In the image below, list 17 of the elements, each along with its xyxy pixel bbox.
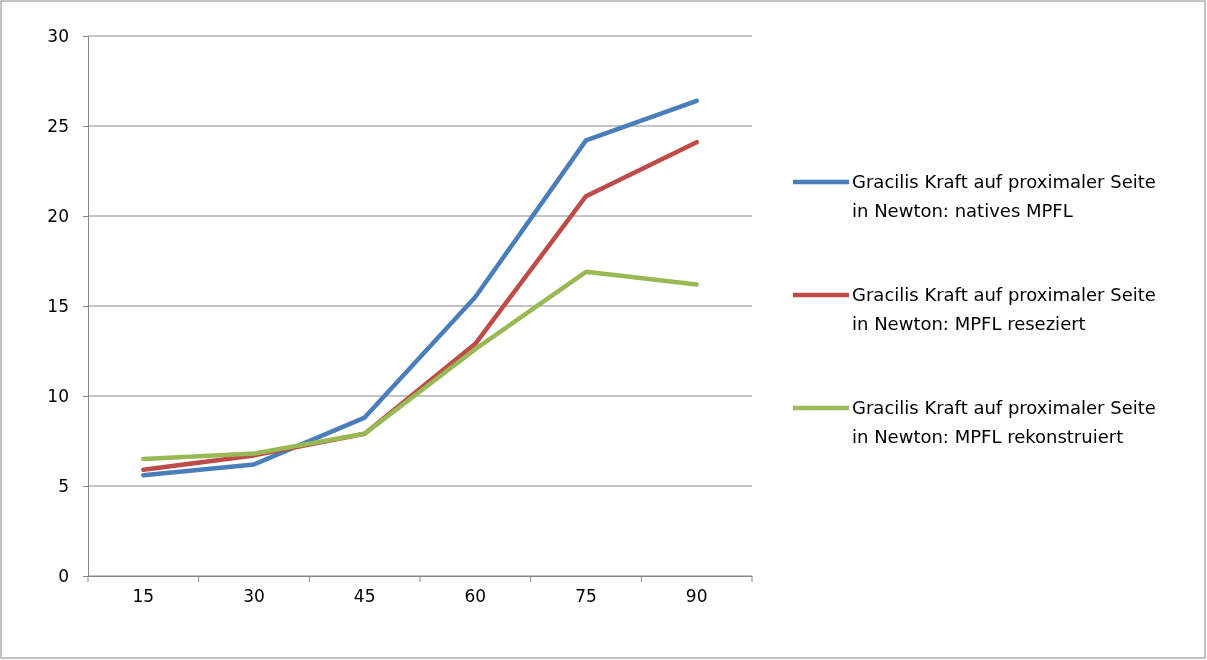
x-tick-label: 45 xyxy=(353,586,376,607)
x-tick-label: 90 xyxy=(685,586,708,607)
x-tick-label: 60 xyxy=(464,586,487,607)
x-tick-label: 30 xyxy=(243,586,265,607)
y-tick-label: 10 xyxy=(47,385,69,406)
line-series xyxy=(141,269,699,462)
x-tick-label: 15 xyxy=(132,586,155,607)
y-tick-label: 5 xyxy=(58,475,69,496)
y-tick-label: 15 xyxy=(47,295,69,316)
x-tick-label: 75 xyxy=(575,586,597,607)
y-tick-label: 20 xyxy=(47,205,69,226)
y-tick-label: 25 xyxy=(47,115,69,136)
legend-label: Gracilis Kraft auf proximaler Seite in Newton: MPFL rekonstruiert xyxy=(852,397,1156,447)
y-tick-label: 30 xyxy=(47,25,69,46)
legend-label: Gracilis Kraft auf proximaler Seite in Newton: MPFL reseziert xyxy=(852,284,1156,334)
y-tick-label: 0 xyxy=(58,565,69,586)
legend-label: Gracilis Kraft auf proximaler Seite in Newton: natives MPFL xyxy=(852,171,1156,221)
